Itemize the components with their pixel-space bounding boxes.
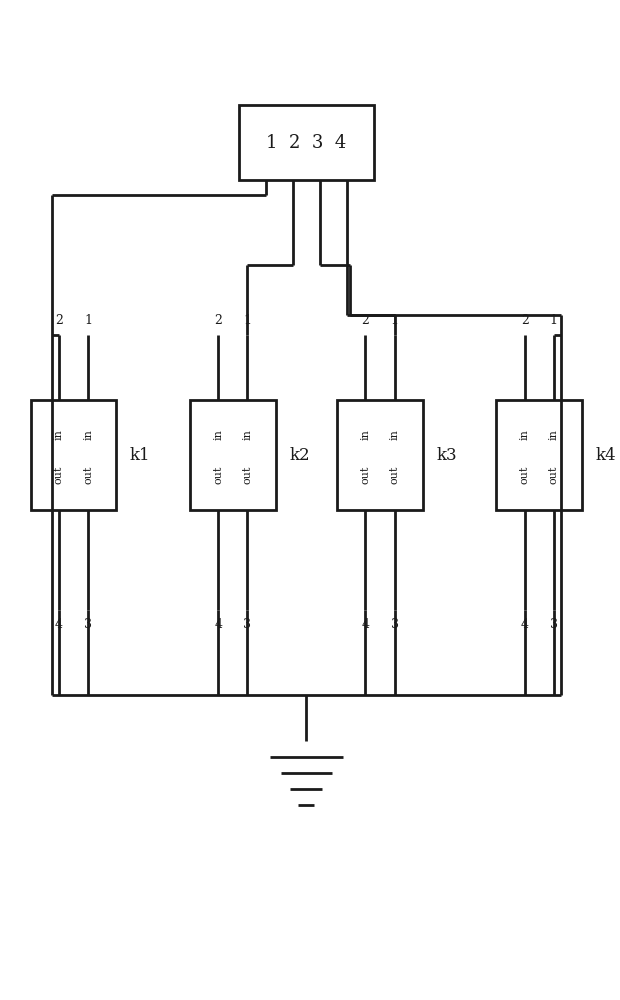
Text: in: in [520, 430, 529, 440]
Text: in: in [213, 430, 223, 440]
Bar [239, 105, 374, 180]
Text: 2: 2 [521, 314, 529, 327]
Text: 1: 1 [84, 314, 92, 327]
Text: 2: 2 [215, 314, 222, 327]
Text: out: out [360, 466, 370, 484]
Text: in: in [360, 430, 370, 440]
Text: 2: 2 [361, 314, 370, 327]
Text: 3: 3 [244, 618, 252, 631]
Text: out: out [242, 466, 252, 484]
Text: 4: 4 [55, 618, 63, 631]
Bar [337, 400, 423, 510]
Text: in: in [242, 430, 252, 440]
Text: k4: k4 [596, 446, 616, 464]
Text: k3: k3 [436, 446, 457, 464]
Text: 1  2  3  4: 1 2 3 4 [266, 133, 347, 151]
Text: out: out [389, 466, 399, 484]
Text: 3: 3 [84, 618, 92, 631]
Bar [190, 400, 276, 510]
Text: 1: 1 [391, 314, 399, 327]
Text: out: out [549, 466, 559, 484]
Text: 4: 4 [361, 618, 370, 631]
Text: out: out [213, 466, 223, 484]
Text: in: in [549, 430, 559, 440]
Bar [497, 400, 582, 510]
Text: out: out [54, 466, 64, 484]
Text: 1: 1 [550, 314, 558, 327]
Text: 3: 3 [550, 618, 558, 631]
Text: in: in [83, 430, 93, 440]
Text: k1: k1 [130, 446, 151, 464]
Bar [30, 400, 117, 510]
Text: 3: 3 [391, 618, 399, 631]
Text: 4: 4 [215, 618, 223, 631]
Text: 1: 1 [244, 314, 252, 327]
Text: out: out [520, 466, 529, 484]
Text: 2: 2 [55, 314, 63, 327]
Text: out: out [83, 466, 93, 484]
Text: k2: k2 [290, 446, 310, 464]
Text: in: in [54, 430, 64, 440]
Text: 4: 4 [521, 618, 529, 631]
Text: in: in [389, 430, 399, 440]
